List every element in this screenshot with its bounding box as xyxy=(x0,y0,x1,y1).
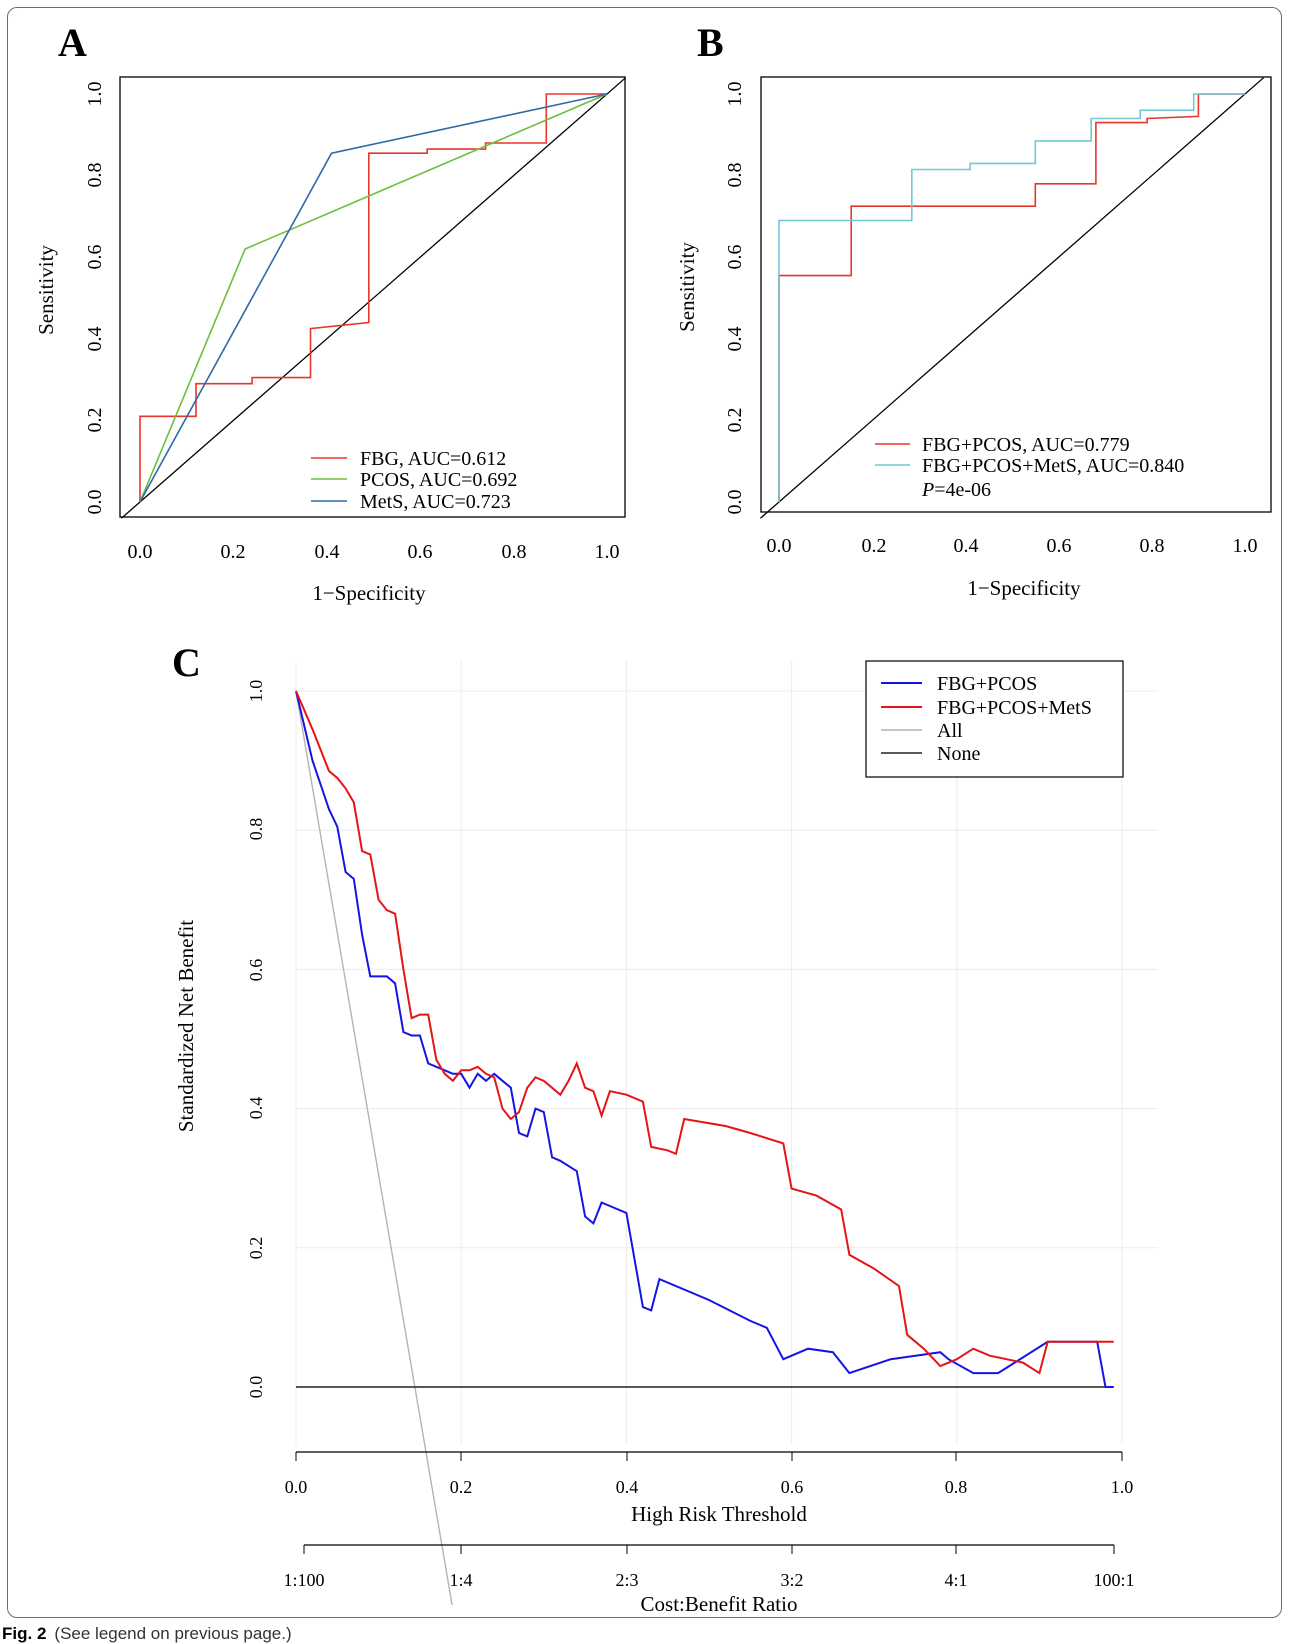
panel-b: B 0.0 0.2 0.4 0.6 0.8 1.0 0.0 0.2 0.4 0.… xyxy=(675,20,1272,600)
panel-c: C 0.0 0.2 0.4 0.6 0.8 1.0 Standardized N… xyxy=(172,640,1158,1616)
panel-a-x-axis-title: 1−Specificity xyxy=(312,581,426,605)
figure-caption-label: Fig. 2 xyxy=(2,1624,47,1643)
x-tick-label: 0.6 xyxy=(408,541,433,563)
x-tick-label: 0.6 xyxy=(781,1477,804,1497)
legend-box xyxy=(865,660,1124,778)
figure-frame xyxy=(7,7,1282,1618)
x-tick-label: 0.8 xyxy=(945,1477,968,1497)
roc-curve-pcos xyxy=(139,93,608,503)
y-tick-label: 0.2 xyxy=(724,408,746,433)
legend-label-fbg-pcos-mets: FBG+PCOS+MetS, AUC=0.840 xyxy=(922,455,1184,477)
x-tick-label: 0.8 xyxy=(502,541,527,563)
roc-curve-mets xyxy=(139,93,608,503)
y-tick-label: 0.6 xyxy=(724,245,746,270)
panel-a-y-axis-title: Sensitivity xyxy=(34,245,58,335)
y-tick-label: 1.0 xyxy=(246,680,266,703)
roc-curve-fbg xyxy=(139,93,607,502)
x-tick-label: 0.0 xyxy=(285,1477,308,1497)
x-tick-label: 0.0 xyxy=(128,541,153,563)
panel-a-legend: FBG, AUC=0.612 PCOS, AUC=0.692 MetS, AUC… xyxy=(311,448,517,513)
roc-curve-fbg-pcos xyxy=(778,93,1245,502)
legend-label-all: All xyxy=(937,720,963,742)
y-tick-label: 0.6 xyxy=(84,245,106,270)
panel-c-x2-axis-title: Cost:Benefit Ratio xyxy=(641,1592,798,1616)
x-tick-label: 0.4 xyxy=(315,541,340,563)
y-tick-label: 0.6 xyxy=(246,959,266,982)
dca-curve-fbg-pcos xyxy=(295,690,1114,1388)
figure-caption-text: (See legend on previous page.) xyxy=(54,1624,292,1643)
panel-b-label: B xyxy=(697,20,724,65)
y-tick-label: 0.4 xyxy=(724,327,746,352)
y-tick-label: 1.0 xyxy=(84,82,106,107)
panel-b-legend: FBG+PCOS, AUC=0.779 FBG+PCOS+MetS, AUC=0… xyxy=(875,434,1184,501)
panel-b-x-axis-title: 1−Specificity xyxy=(967,576,1081,600)
panel-c-y-ticks: 0.0 0.2 0.4 0.6 0.8 1.0 xyxy=(246,680,266,1399)
y-tick-label: 1.0 xyxy=(724,82,746,107)
x-tick-label: 1.0 xyxy=(1233,535,1258,557)
reference-diagonal xyxy=(759,77,1265,519)
legend-label-fbg-pcos-mets: FBG+PCOS+MetS xyxy=(937,697,1092,719)
panel-a-x-ticks: 0.0 0.2 0.4 0.6 0.8 1.0 xyxy=(128,541,620,563)
x-tick-label: 0.4 xyxy=(616,1477,639,1497)
x-tick-label: 0.8 xyxy=(1140,535,1165,557)
x-tick-label: 0.2 xyxy=(221,541,246,563)
dca-curve-all xyxy=(295,690,453,1605)
y-tick-label: 0.8 xyxy=(84,163,106,188)
y-tick-label: 0.0 xyxy=(724,490,746,515)
panel-b-x-ticks: 0.0 0.2 0.4 0.6 0.8 1.0 xyxy=(767,535,1258,557)
legend-label-none: None xyxy=(937,743,980,765)
x-tick-label: 0.2 xyxy=(450,1477,473,1497)
panel-c-legend: FBG+PCOS FBG+PCOS+MetS All None xyxy=(865,660,1124,778)
panel-a-plot-box xyxy=(119,76,626,518)
panel-c-x-axis-title: High Risk Threshold xyxy=(631,1502,807,1526)
figure-caption: Fig. 2 (See legend on previous page.) xyxy=(2,1624,292,1644)
panel-b-y-axis-title: Sensitivity xyxy=(675,242,699,332)
x2-tick-label: 1:100 xyxy=(283,1570,324,1590)
legend-label-fbg: FBG, AUC=0.612 xyxy=(360,448,506,470)
panel-b-plot-box xyxy=(760,76,1272,513)
panel-b-y-ticks: 0.0 0.2 0.4 0.6 0.8 1.0 xyxy=(724,82,746,515)
panel-c-cost-benefit-axis: 1:100 1:4 2:3 3:2 4:1 100:1 Cost:Benefit… xyxy=(283,1544,1135,1616)
x-tick-label: 0.2 xyxy=(862,535,887,557)
x2-tick-label: 4:1 xyxy=(944,1570,967,1590)
legend-label-pcos: PCOS, AUC=0.692 xyxy=(360,469,517,491)
panel-a-label: A xyxy=(58,20,87,65)
panel-c-y-axis-title: Standardized Net Benefit xyxy=(174,920,198,1132)
legend-label-mets: MetS, AUC=0.723 xyxy=(360,491,511,513)
p-value-text: =4e-06 xyxy=(934,479,991,501)
y-tick-label: 0.4 xyxy=(84,327,106,352)
reference-diagonal xyxy=(120,77,627,519)
roc-curve-fbg-pcos-mets xyxy=(778,93,1245,502)
dca-curve-fbg-pcos-mets xyxy=(295,690,1114,1375)
x-tick-label: 0.6 xyxy=(1047,535,1072,557)
p-value-annotation: P=4e-06 xyxy=(921,479,991,501)
y-tick-label: 0.8 xyxy=(246,818,266,841)
p-value-symbol: P xyxy=(921,479,934,501)
x-tick-label: 1.0 xyxy=(595,541,620,563)
legend-label-fbg-pcos: FBG+PCOS xyxy=(937,673,1037,695)
x2-tick-label: 100:1 xyxy=(1093,1570,1134,1590)
panel-c-x-axis: 0.0 0.2 0.4 0.6 0.8 1.0 High Risk Thresh… xyxy=(285,1451,1134,1526)
x-tick-label: 1.0 xyxy=(1111,1477,1134,1497)
y-tick-label: 0.2 xyxy=(84,408,106,433)
panel-c-grid xyxy=(295,661,1158,1444)
y-tick-label: 0.8 xyxy=(724,163,746,188)
y-tick-label: 0.2 xyxy=(246,1237,266,1260)
y-tick-label: 0.0 xyxy=(84,490,106,515)
y-tick-label: 0.0 xyxy=(246,1376,266,1399)
x-tick-label: 0.4 xyxy=(954,535,979,557)
x2-tick-label: 3:2 xyxy=(780,1570,803,1590)
panel-a: A 0.0 0.2 0.4 0.6 0.8 1.0 0.0 0.2 0.4 0.… xyxy=(34,20,627,605)
legend-label-fbg-pcos: FBG+PCOS, AUC=0.779 xyxy=(922,434,1130,456)
panel-a-y-ticks: 0.0 0.2 0.4 0.6 0.8 1.0 xyxy=(84,82,106,515)
y-tick-label: 0.4 xyxy=(246,1097,266,1120)
x2-tick-label: 2:3 xyxy=(615,1570,638,1590)
panel-c-label: C xyxy=(172,640,201,685)
x2-tick-label: 1:4 xyxy=(449,1570,472,1590)
x-tick-label: 0.0 xyxy=(767,535,792,557)
